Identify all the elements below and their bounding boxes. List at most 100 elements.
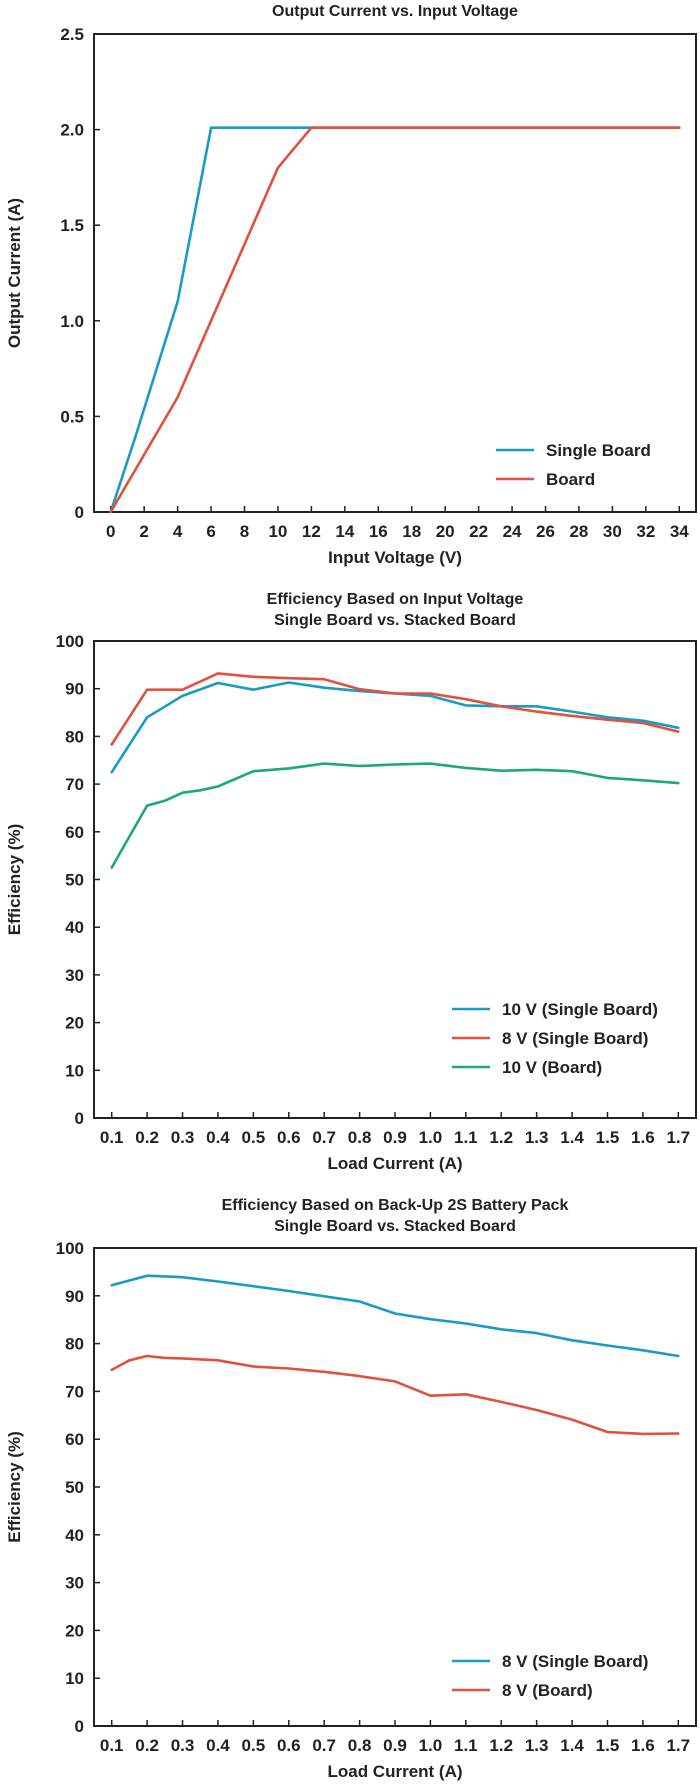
series-line-8-v-single-board xyxy=(110,1274,680,1358)
y-axis-label: Efficiency (%) xyxy=(5,1431,24,1542)
x-tick-label: 0.1 xyxy=(100,1736,124,1755)
x-tick-label: 0.8 xyxy=(348,1736,372,1755)
series-line-10-v-single-board xyxy=(110,681,680,774)
x-tick-label: 1.5 xyxy=(596,1128,620,1147)
x-tick-label: 0.3 xyxy=(171,1128,195,1147)
series-line-10-v-board xyxy=(110,762,680,869)
x-tick-label: 0 xyxy=(106,522,115,541)
y-tick-label: 90 xyxy=(65,1287,84,1306)
x-tick-label: 1.3 xyxy=(525,1736,549,1755)
legend-label: 10 V (Single Board) xyxy=(502,1000,658,1019)
series-line-8-v-single-board xyxy=(110,672,680,746)
x-tick-label: 1.2 xyxy=(489,1736,513,1755)
x-tick-label: 0.1 xyxy=(100,1128,124,1147)
x-tick-label: 1.0 xyxy=(419,1736,443,1755)
x-tick-label: 34 xyxy=(670,522,689,541)
x-tick-label: 0.8 xyxy=(348,1128,372,1147)
x-tick-label: 1.1 xyxy=(454,1736,478,1755)
y-tick-label: 0.5 xyxy=(60,407,84,426)
chart-title: Single Board vs. Stacked Board xyxy=(274,1218,516,1235)
x-tick-label: 14 xyxy=(335,522,354,541)
y-tick-label: 100 xyxy=(56,1239,84,1258)
y-tick-label: 1.0 xyxy=(60,312,84,331)
x-tick-label: 12 xyxy=(302,522,321,541)
x-tick-label: 26 xyxy=(536,522,555,541)
y-tick-label: 90 xyxy=(65,680,84,699)
legend-background xyxy=(484,432,684,502)
x-tick-label: 0.7 xyxy=(312,1128,336,1147)
y-tick-label: 30 xyxy=(65,966,84,985)
chart-1: Output Current vs. Input Voltage 0 0.5 1.0 1… xyxy=(5,3,697,567)
x-tick-label: 0.6 xyxy=(277,1736,301,1755)
y-tick-label: 0 xyxy=(75,1717,84,1736)
x-tick-label: 1.4 xyxy=(560,1736,584,1755)
x-tick-label: 0.7 xyxy=(312,1736,336,1755)
y-tick-label: 0 xyxy=(75,1109,84,1128)
x-tick-label: 22 xyxy=(469,522,488,541)
x-tick-label: 0.2 xyxy=(135,1128,159,1147)
y-tick-label: 10 xyxy=(65,1061,84,1080)
y-tick-label: 20 xyxy=(65,1014,84,1033)
y-axis-label: Efficiency (%) xyxy=(5,824,24,935)
x-tick-label: 16 xyxy=(369,522,388,541)
x-tick-label: 1.3 xyxy=(525,1128,549,1147)
plot-frame xyxy=(93,33,697,513)
series-line-board xyxy=(109,126,681,514)
y-tick-label: 2.5 xyxy=(60,25,84,44)
x-tick-label: 1.1 xyxy=(454,1128,478,1147)
x-tick-label: 28 xyxy=(569,522,588,541)
x-axis-label: Load Current (A) xyxy=(327,1154,462,1173)
y-tick-label: 2.0 xyxy=(60,121,84,140)
x-axis-label: Input Voltage (V) xyxy=(328,548,462,567)
chart-3: Efficiency Based on Back-Up 2S Battery P… xyxy=(5,1197,697,1781)
y-tick-label: 70 xyxy=(65,1382,84,1401)
y-tick-label: 10 xyxy=(65,1669,84,1688)
y-axis-label: Output Current (A) xyxy=(5,198,24,348)
x-tick-label: 1.2 xyxy=(489,1128,513,1147)
x-tick-label: 4 xyxy=(173,522,183,541)
x-tick-label: 0.4 xyxy=(206,1736,230,1755)
y-tick-label: 50 xyxy=(65,871,84,890)
chart-title: Efficiency Based on Back-Up 2S Battery P… xyxy=(222,1197,569,1214)
y-tick-label: 40 xyxy=(65,918,84,937)
x-tick-label: 24 xyxy=(503,522,522,541)
x-tick-label: 10 xyxy=(268,522,287,541)
x-tick-label: 1.5 xyxy=(596,1736,620,1755)
y-tick-label: 70 xyxy=(65,775,84,794)
x-tick-label: 18 xyxy=(402,522,421,541)
legend-background xyxy=(440,1643,690,1715)
legend-label: 8 V (Single Board) xyxy=(502,1029,648,1048)
y-tick-label: 0 xyxy=(75,503,84,522)
x-tick-label: 0.5 xyxy=(242,1736,266,1755)
chart-title: Single Board vs. Stacked Board xyxy=(274,612,516,629)
y-tick-label: 20 xyxy=(65,1621,84,1640)
y-tick-label: 60 xyxy=(65,1430,84,1449)
y-tick-label: 40 xyxy=(65,1526,84,1545)
legend-label: Board xyxy=(546,470,595,489)
x-tick-label: 2 xyxy=(139,522,148,541)
x-tick-label: 8 xyxy=(240,522,249,541)
x-tick-label: 1.0 xyxy=(419,1128,443,1147)
x-tick-label: 1.7 xyxy=(666,1128,690,1147)
legend-label: Single Board xyxy=(546,441,651,460)
x-tick-label: 0.4 xyxy=(206,1128,230,1147)
x-tick-label: 1.4 xyxy=(560,1128,584,1147)
y-tick-label: 1.5 xyxy=(60,216,84,235)
x-tick-label: 1.6 xyxy=(631,1128,655,1147)
y-tick-label: 100 xyxy=(56,632,84,651)
x-tick-label: 0.5 xyxy=(242,1128,266,1147)
y-tick-label: 50 xyxy=(65,1478,84,1497)
series-line-8-v-board xyxy=(110,1354,680,1436)
x-tick-label: 0.9 xyxy=(383,1736,407,1755)
x-axis-label: Load Current (A) xyxy=(327,1762,462,1781)
x-tick-label: 0.3 xyxy=(171,1736,195,1755)
legend-background xyxy=(440,991,690,1091)
y-tick-label: 80 xyxy=(65,1335,84,1354)
chart-title: Output Current vs. Input Voltage xyxy=(272,3,518,20)
x-tick-label: 0.9 xyxy=(383,1128,407,1147)
x-tick-label: 30 xyxy=(603,522,622,541)
y-tick-label: 80 xyxy=(65,727,84,746)
x-tick-label: 6 xyxy=(206,522,215,541)
x-tick-label: 0.2 xyxy=(135,1736,159,1755)
